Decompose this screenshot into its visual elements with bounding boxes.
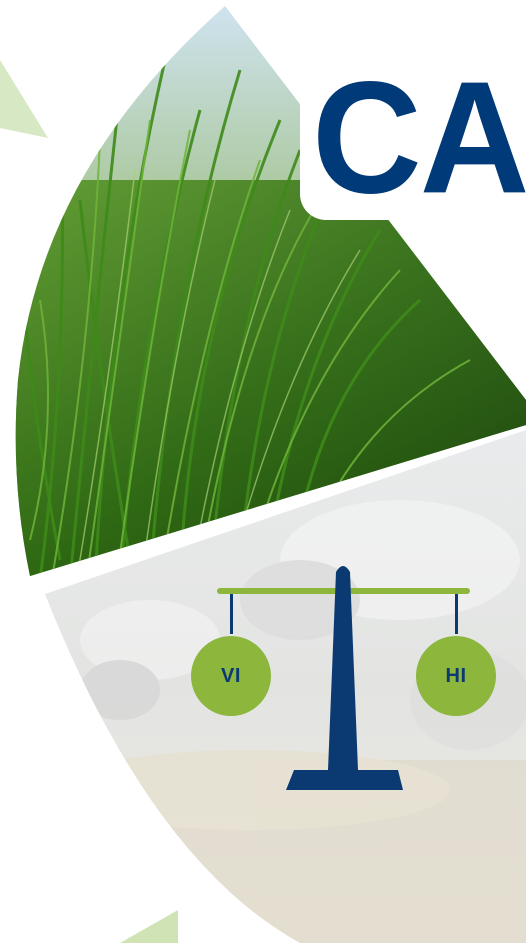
scale-left-string (230, 594, 233, 634)
scale-base (286, 770, 403, 790)
scale-pillar (328, 566, 358, 770)
scale-right-label: HI (445, 665, 467, 687)
page-heading: CA (312, 48, 526, 228)
scale-right-ball (416, 636, 496, 716)
heading-background (300, 45, 526, 220)
scale-right-string (455, 594, 458, 634)
scale-left-label: VI (221, 665, 241, 687)
top-left-green-triangle (0, 60, 48, 138)
scale-left-ball (191, 636, 271, 716)
